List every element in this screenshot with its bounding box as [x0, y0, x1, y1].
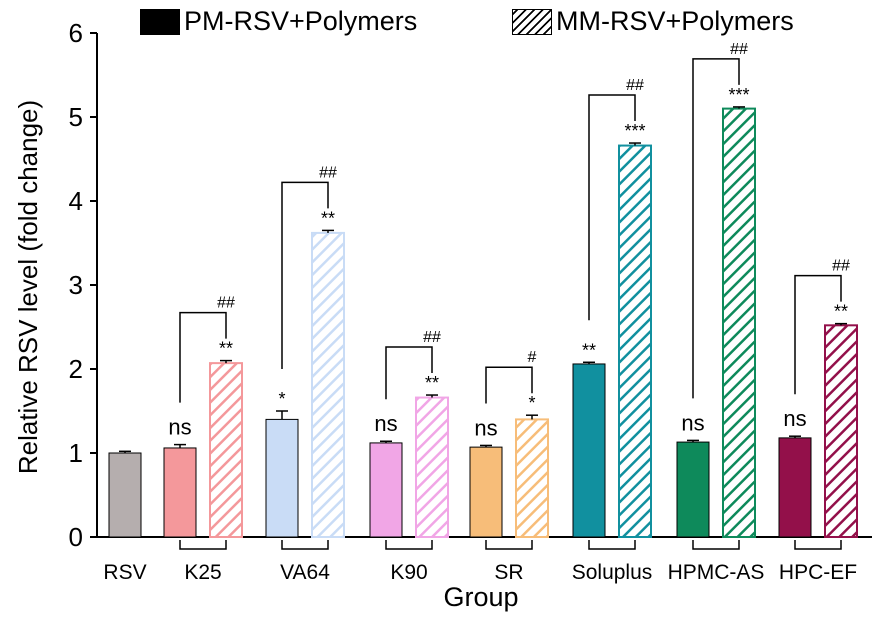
bar-soluplus-mm — [618, 144, 652, 538]
significance-label: ns — [474, 415, 497, 440]
x-axis-title: Group — [443, 582, 518, 612]
legend: PM-RSV+Polymers MM-RSV+Polymers — [0, 6, 889, 42]
significance-label: ns — [374, 411, 397, 436]
y-tick-label: 0 — [69, 522, 83, 552]
y-tick-label: 3 — [69, 270, 83, 300]
x-tick-label: Soluplus — [572, 561, 653, 584]
bar-rsv-control — [108, 452, 142, 538]
bar-k25-mm — [209, 362, 243, 538]
bar-hpc-ef-mm — [824, 324, 858, 538]
comparison-bracket — [794, 274, 842, 395]
bar-k25-pm — [163, 447, 197, 538]
comparison-bracket — [385, 346, 433, 400]
y-axis-title: Relative RSV level (fold change) — [13, 100, 43, 474]
bar-sr-mm — [515, 418, 549, 538]
axes: 0 1 2 3 4 5 6 RSV K25 VA64 K90 SR Soluplus HPMC-AS HPC… — [69, 18, 872, 584]
bracket-label: ## — [319, 164, 337, 181]
significance-label: *** — [624, 121, 645, 141]
bracket-label: ## — [423, 329, 441, 346]
bar-soluplus-pm — [572, 363, 606, 538]
bars — [108, 106, 858, 538]
y-tick-label: 2 — [69, 354, 83, 384]
bar-k90-mm — [415, 396, 449, 538]
comparison-bracket — [692, 58, 740, 399]
y-tick-label: 5 — [69, 102, 83, 132]
bar-va64-mm — [311, 231, 345, 538]
x-tick-label: SR — [494, 561, 523, 584]
x-group-bracket — [281, 540, 329, 550]
bar-sr-pm — [469, 446, 503, 538]
y-tick-label: 6 — [69, 18, 83, 48]
x-tick-label: K25 — [184, 561, 221, 584]
significance-label: *** — [728, 85, 749, 105]
bar-k90-pm — [369, 442, 403, 538]
bar-va64-pm — [265, 418, 299, 538]
x-tick-label: RSV — [103, 561, 146, 584]
significance-label: ** — [321, 208, 335, 228]
significance-label: ** — [425, 373, 439, 393]
annotations: ns**##***##ns**##ns*# *****##ns***##ns**#… — [168, 41, 850, 441]
legend-label-mm: MM-RSV+Polymers — [556, 6, 794, 36]
comparison-bracket — [179, 311, 227, 403]
x-group-bracket — [794, 540, 842, 550]
x-group-bracket — [692, 540, 740, 550]
x-tick-label: VA64 — [280, 561, 330, 584]
legend-item-pm: PM-RSV+Polymers — [140, 6, 417, 37]
x-group-bracket — [385, 540, 433, 550]
comparison-bracket — [485, 366, 533, 404]
x-tick-label: HPMC-AS — [668, 561, 765, 584]
bar-hpmc-as-mm — [722, 107, 756, 538]
legend-swatch-solid — [140, 8, 180, 35]
y-tick-label: 1 — [69, 438, 83, 468]
legend-swatch-hatched — [512, 8, 552, 35]
significance-label: ** — [582, 340, 596, 360]
significance-label: ** — [219, 339, 233, 359]
comparison-bracket — [281, 181, 329, 369]
y-tick-label: 4 — [69, 186, 83, 216]
bracket-label: ## — [730, 41, 748, 58]
bracket-label: ## — [217, 295, 235, 312]
significance-label: ns — [168, 415, 191, 440]
bracket-label: ## — [626, 77, 644, 94]
legend-item-mm: MM-RSV+Polymers — [512, 6, 794, 37]
bracket-label: ## — [832, 258, 850, 275]
x-tick-label: K90 — [390, 561, 427, 584]
significance-label: ** — [834, 302, 848, 322]
significance-label: ns — [681, 410, 704, 435]
significance-label: * — [528, 393, 535, 413]
bar-hpc-ef-pm — [778, 437, 812, 538]
significance-label: * — [278, 389, 285, 409]
comparison-bracket — [588, 94, 636, 321]
x-group-bracket — [588, 540, 636, 550]
legend-label-pm: PM-RSV+Polymers — [184, 6, 418, 36]
x-group-bracket — [179, 540, 227, 550]
significance-label: ns — [783, 406, 806, 431]
x-tick-label: HPC-EF — [779, 561, 857, 584]
bracket-label: # — [528, 349, 537, 366]
bar-hpmc-as-pm — [676, 441, 710, 538]
x-group-bracket — [485, 540, 533, 550]
